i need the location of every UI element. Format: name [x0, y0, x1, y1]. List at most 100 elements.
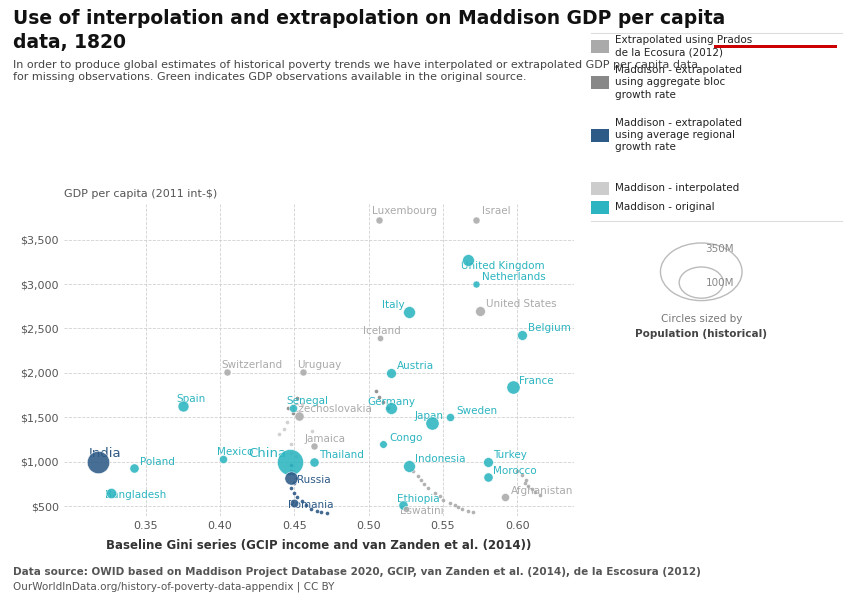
Point: [406, 466, 420, 475]
Text: Afghanistan: Afghanistan: [512, 487, 574, 496]
Point: [91, 457, 105, 467]
Point: [216, 454, 230, 464]
Text: 100M: 100M: [706, 278, 734, 287]
Point: [396, 500, 410, 510]
Text: OurWorldInData.org/history-of-poverty-data-appendix | CC BY: OurWorldInData.org/history-of-poverty-da…: [13, 582, 334, 593]
Point: [511, 466, 524, 475]
Point: [372, 392, 386, 401]
Point: [285, 439, 298, 449]
Point: [283, 457, 297, 467]
Point: [414, 476, 428, 485]
Point: [422, 484, 435, 493]
Text: Maddison - extrapolated
using average regional
growth rate: Maddison - extrapolated using average re…: [615, 118, 741, 152]
Point: [105, 488, 118, 497]
Text: Indonesia: Indonesia: [415, 454, 465, 464]
Text: Circles sized by: Circles sized by: [660, 314, 742, 324]
Text: Spain: Spain: [177, 394, 206, 404]
Text: Morocco: Morocco: [494, 466, 537, 476]
Text: Population (historical): Population (historical): [635, 329, 768, 340]
Text: Czechoslovakia: Czechoslovakia: [292, 404, 372, 414]
Point: [291, 393, 304, 403]
Point: [381, 403, 394, 412]
Point: [273, 430, 286, 439]
Text: Jamaica: Jamaica: [304, 434, 346, 444]
Point: [127, 463, 140, 473]
X-axis label: Baseline Gini series (GCIP income and van Zanden et al. (2014)): Baseline Gini series (GCIP income and va…: [106, 539, 531, 552]
Point: [292, 411, 305, 421]
Text: Mexico: Mexico: [217, 448, 253, 457]
Point: [303, 504, 317, 514]
Point: [436, 495, 450, 505]
Point: [466, 508, 479, 517]
Point: [277, 424, 291, 434]
Point: [287, 469, 301, 478]
Text: Extrapolated using Prados
de la Ecosura (2012): Extrapolated using Prados de la Ecosura …: [615, 35, 751, 58]
Point: [314, 508, 328, 517]
Point: [518, 478, 531, 488]
Point: [506, 382, 519, 392]
Point: [295, 399, 309, 409]
Point: [309, 506, 323, 516]
Point: [377, 397, 390, 407]
Point: [444, 498, 457, 508]
Point: [305, 426, 319, 436]
Text: Romania: Romania: [288, 500, 334, 510]
Text: United States: United States: [486, 299, 557, 309]
Point: [220, 367, 234, 377]
Point: [402, 461, 416, 471]
Text: Data source: OWID based on Maddison Project Database 2020, GCIP, van Zanden et a: Data source: OWID based on Maddison Proj…: [13, 567, 700, 577]
Point: [462, 506, 475, 515]
Point: [372, 215, 386, 225]
Point: [285, 448, 298, 458]
Point: [444, 413, 457, 422]
Point: [426, 418, 439, 427]
Point: [287, 488, 301, 497]
Point: [320, 509, 334, 518]
Point: [369, 386, 382, 395]
Point: [499, 493, 513, 502]
Point: [299, 500, 313, 510]
Point: [280, 417, 293, 427]
Point: [374, 334, 388, 343]
Text: Italy: Italy: [382, 300, 405, 310]
Point: [451, 502, 465, 512]
Point: [384, 368, 398, 377]
Point: [399, 504, 412, 514]
Point: [287, 498, 301, 508]
Text: Thailand: Thailand: [320, 450, 365, 460]
Text: Our World
in Data: Our World in Data: [742, 11, 809, 41]
Text: Bangladesh: Bangladesh: [105, 490, 167, 500]
Point: [456, 504, 469, 514]
Text: Russia: Russia: [298, 475, 331, 485]
Text: Use of interpolation and extrapolation on Maddison GDP per capita: Use of interpolation and extrapolation o…: [13, 9, 725, 28]
Text: In order to produce global estimates of historical poverty trends we have interp: In order to produce global estimates of …: [13, 60, 698, 82]
Point: [515, 470, 529, 480]
Text: Austria: Austria: [397, 361, 434, 371]
Point: [529, 487, 542, 497]
Point: [286, 403, 299, 412]
Text: Netherlands: Netherlands: [482, 272, 546, 282]
Point: [287, 478, 301, 488]
Point: [469, 279, 483, 289]
Text: Ethiopia: Ethiopia: [397, 494, 439, 503]
Point: [176, 401, 190, 410]
Point: [285, 483, 298, 493]
Text: Sweden: Sweden: [456, 406, 497, 416]
Text: Germany: Germany: [367, 397, 415, 407]
Text: Iceland: Iceland: [363, 326, 400, 336]
Text: Israel: Israel: [482, 206, 510, 217]
Point: [416, 479, 430, 489]
Point: [384, 404, 398, 413]
Text: Senegal: Senegal: [286, 396, 329, 406]
Text: Maddison - extrapolated
using aggregate bloc
growth rate: Maddison - extrapolated using aggregate …: [615, 65, 741, 100]
Point: [469, 215, 483, 225]
Text: Belgium: Belgium: [528, 323, 570, 333]
Point: [519, 475, 533, 484]
Point: [295, 496, 309, 506]
Text: data, 1820: data, 1820: [13, 33, 126, 52]
Point: [515, 330, 529, 340]
Point: [533, 490, 547, 499]
Point: [307, 457, 320, 467]
Text: United Kingdom: United Kingdom: [461, 260, 544, 271]
Point: [462, 255, 475, 265]
